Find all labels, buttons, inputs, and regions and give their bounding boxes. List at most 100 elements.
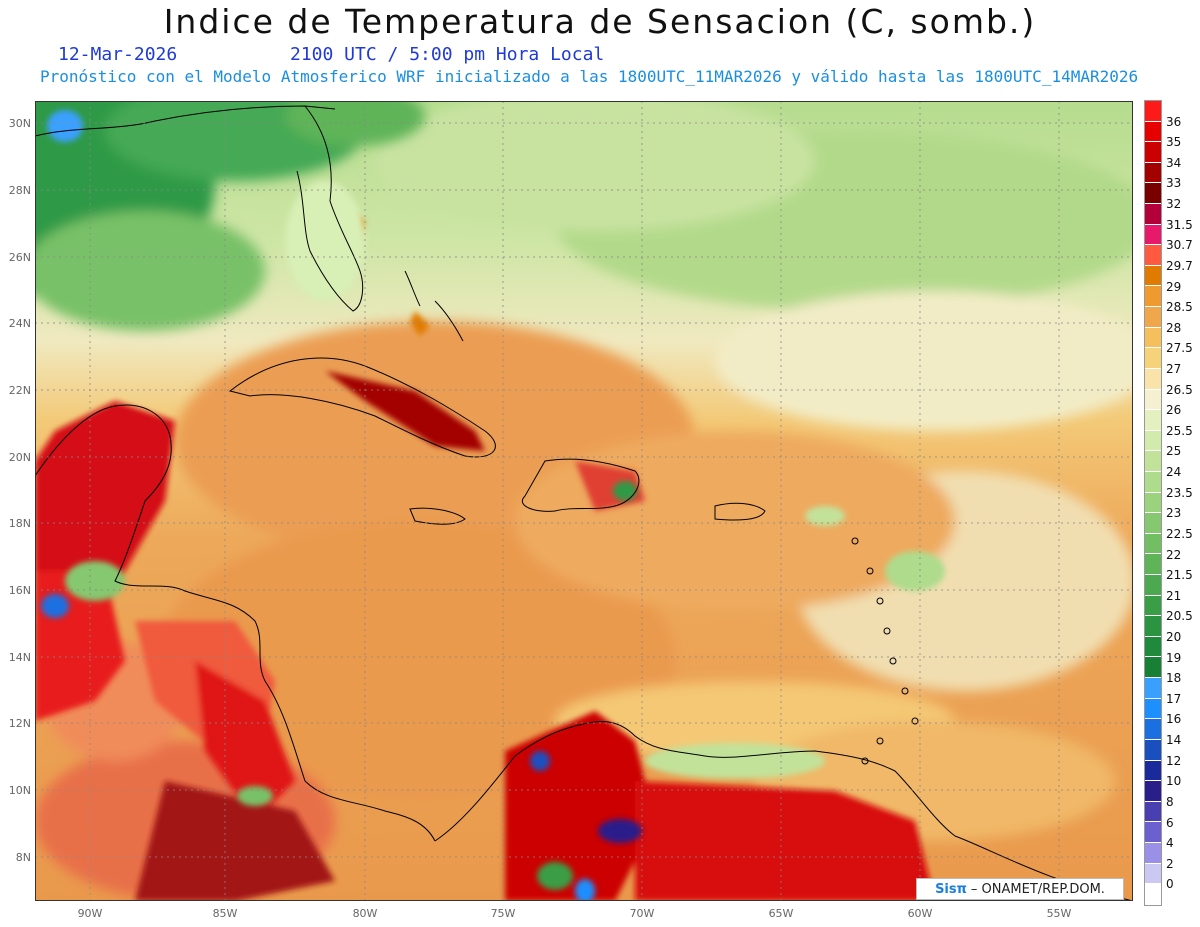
colorbar-swatch [1145, 884, 1161, 905]
credit-text: – ONAMET/REP.DOM. [970, 881, 1105, 897]
colorbar-swatch [1145, 801, 1161, 823]
colorbar-swatch [1145, 533, 1161, 555]
colorbar-swatch [1145, 595, 1161, 617]
colorbar-swatch [1145, 224, 1161, 246]
colorbar-swatch [1145, 430, 1161, 452]
colorbar-label: 26 [1166, 403, 1182, 418]
lon-tick-label: 65W [769, 907, 794, 920]
map-canvas [35, 101, 1133, 901]
map-title: Indice de Temperatura de Sensacion (C, s… [163, 2, 1037, 41]
credit-box: Sisπ – ONAMET/REP.DOM. [916, 878, 1124, 900]
lat-tick-label: 8N [16, 851, 31, 864]
colorbar-swatch [1145, 245, 1161, 266]
longitude-axis: 90W 85W 80W 75W 70W 65W 60W 55W [78, 907, 1072, 920]
colorbar-label: 20 [1166, 630, 1182, 644]
colorbar-swatch [1145, 368, 1161, 390]
colorbar-swatch [1145, 471, 1161, 493]
lat-tick-label: 16N [9, 584, 31, 597]
cool-lake [47, 110, 83, 142]
forecast-date: 12-Mar-2026 [58, 44, 178, 65]
map-frame [35, 101, 1133, 901]
graticule [35, 101, 1133, 901]
colorbar-label: 32 [1166, 197, 1182, 212]
colorbar-label: 6 [1166, 815, 1174, 830]
colorbar-swatch [1145, 121, 1161, 143]
colorbar-label: 28 [1166, 320, 1182, 335]
colorbar-label: 4 [1166, 836, 1174, 851]
colorbar-label: 22.5 [1166, 526, 1193, 541]
forecast-description: Pronóstico con el Modelo Atmosferico WRF… [40, 67, 1139, 86]
colorbar-swatch [1145, 307, 1161, 328]
colorbar-label: 21 [1166, 588, 1182, 603]
colorbar-label: 17 [1166, 691, 1182, 706]
lat-tick-label: 14N [9, 651, 31, 664]
lon-tick-label: 60W [908, 907, 933, 920]
lon-tick-label: 80W [353, 907, 378, 920]
colorbar-label: 12 [1166, 753, 1182, 768]
colorbar-label: 33 [1166, 176, 1182, 191]
colorbar-swatch [1145, 451, 1161, 472]
colorbar-swatch [1145, 162, 1161, 184]
colorbar-label: 27 [1166, 362, 1182, 376]
colorbar-swatch [1145, 575, 1161, 596]
forecast-time: 2100 UTC / 5:00 pm Hora Local [290, 44, 605, 65]
colorbar-label: 8 [1166, 794, 1174, 809]
colorbar-swatch [1145, 554, 1161, 576]
colorbar-swatch [1145, 616, 1161, 637]
colorbar-swatch [1145, 781, 1161, 802]
colorbar-label: 21.5 [1166, 568, 1193, 583]
colorbar-swatch [1145, 863, 1161, 885]
credit-brand: Sisπ [935, 881, 967, 897]
colorbar-label: 30.7 [1166, 238, 1193, 253]
colorbar-swatch [1145, 842, 1161, 864]
lat-tick-label: 28N [9, 184, 31, 197]
colorbar-swatch [1145, 822, 1161, 843]
colorbar-label: 14 [1166, 733, 1182, 748]
colorbar-label: 19 [1166, 650, 1182, 665]
colorbar-swatch [1145, 101, 1161, 122]
colorbar-swatch [1145, 265, 1161, 287]
colorbar-label: 23 [1166, 506, 1182, 521]
colorbar-label: 25.5 [1166, 423, 1193, 438]
lat-tick-label: 10N [9, 784, 31, 797]
coastlines [35, 105, 1133, 901]
colorbar-swatch [1145, 183, 1161, 205]
colorbar-label: 22 [1166, 547, 1182, 562]
colorbar-swatch [1145, 739, 1161, 761]
colorbar-swatch [1145, 492, 1161, 514]
colorbar-label: 29.7 [1166, 258, 1193, 273]
lon-tick-label: 75W [491, 907, 516, 920]
lon-tick-label: 90W [78, 907, 103, 920]
lat-tick-label: 26N [9, 251, 31, 264]
colorbar-swatch [1145, 348, 1161, 369]
colorbar-swatch [1145, 678, 1161, 699]
colorbar-label: 27.5 [1166, 341, 1193, 356]
lon-tick-label: 55W [1047, 907, 1072, 920]
colorbar-swatch [1145, 204, 1161, 225]
latitude-axis: 30N 28N 26N 24N 22N 20N 18N 16N 14N 12N 10N 8N [9, 117, 31, 864]
lat-tick-label: 22N [9, 384, 31, 397]
colorbar-label: 2 [1166, 856, 1174, 871]
colorbar-swatch [1145, 389, 1161, 411]
colorbar-label: 10 [1166, 774, 1182, 789]
heat-index-map [35, 101, 1133, 901]
colorbar-swatch [1145, 760, 1161, 782]
colorbar-swatch [1145, 327, 1161, 349]
colorbar-label: 24 [1166, 465, 1182, 480]
colorbar-label: 20.5 [1166, 609, 1193, 624]
colorbar-label: 18 [1166, 671, 1182, 686]
lon-tick-label: 85W [213, 907, 238, 920]
colorbar-swatch [1145, 719, 1161, 740]
colorbar-label: 31.5 [1166, 217, 1193, 232]
colorbar-label: 0 [1166, 877, 1174, 892]
colorbar-swatch [1145, 513, 1161, 534]
lat-tick-label: 30N [9, 117, 31, 130]
colorbar [1144, 100, 1162, 906]
colorbar-swatch [1145, 657, 1161, 679]
lat-tick-label: 20N [9, 451, 31, 464]
colorbar-label: 28.5 [1166, 300, 1193, 315]
colorbar-swatch [1145, 636, 1161, 658]
colorbar-label: 35 [1166, 135, 1182, 150]
colorbar-label: 26.5 [1166, 382, 1193, 397]
colorbar-label: 34 [1166, 155, 1182, 170]
